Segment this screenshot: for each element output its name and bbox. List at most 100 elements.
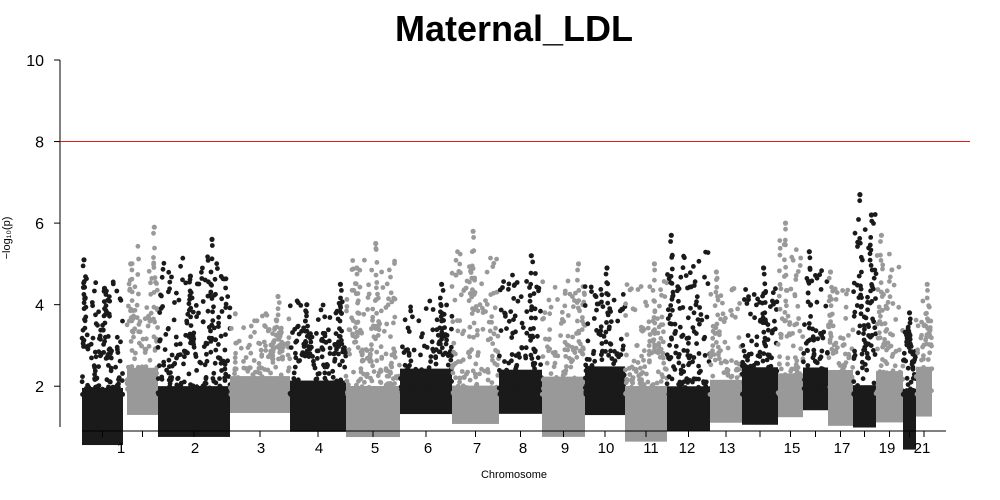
- data-point: [730, 286, 736, 292]
- data-point: [872, 212, 878, 217]
- data-point: [519, 320, 525, 326]
- data-point: [261, 339, 267, 345]
- data-point: [748, 311, 753, 317]
- peak-point: [880, 266, 885, 272]
- data-point: [562, 288, 568, 294]
- data-point: [527, 333, 533, 339]
- data-point: [296, 331, 302, 337]
- data-point: [565, 313, 571, 318]
- peak-point: [760, 300, 765, 306]
- data-point: [867, 257, 873, 263]
- data-point: [344, 304, 350, 309]
- data-point: [120, 318, 125, 324]
- data-point: [216, 324, 221, 329]
- data-point: [104, 390, 110, 396]
- data-point: [137, 319, 143, 324]
- data-point: [887, 251, 892, 257]
- data-point: [635, 287, 641, 292]
- data-point: [613, 373, 619, 379]
- data-point: [572, 387, 577, 393]
- data-point: [797, 371, 803, 377]
- data-point: [592, 358, 598, 364]
- data-point: [139, 364, 145, 370]
- data-point: [704, 314, 710, 320]
- data-point: [183, 280, 189, 286]
- data-point: [288, 392, 293, 397]
- data-point: [861, 331, 866, 336]
- data-point: [430, 327, 436, 333]
- data-point: [466, 350, 471, 356]
- data-point: [745, 374, 750, 380]
- data-point: [778, 335, 784, 340]
- data-point: [260, 392, 266, 397]
- data-point: [516, 374, 521, 379]
- peak-point: [128, 339, 134, 344]
- data-point: [785, 383, 791, 389]
- data-point: [241, 325, 247, 331]
- data-point: [210, 318, 216, 323]
- data-point: [433, 354, 438, 359]
- data-point: [812, 391, 817, 397]
- peak-point: [472, 277, 477, 283]
- data-point: [604, 390, 610, 396]
- peak-point: [373, 240, 379, 247]
- data-point: [342, 345, 347, 350]
- data-point: [665, 307, 671, 313]
- peak-point: [924, 310, 929, 316]
- data-point: [80, 374, 85, 379]
- data-point: [252, 386, 257, 391]
- data-point: [566, 391, 572, 397]
- data-point: [774, 299, 780, 305]
- data-point: [125, 303, 131, 309]
- data-point: [477, 371, 482, 377]
- data-point: [795, 269, 801, 274]
- data-point: [531, 346, 537, 352]
- data-point: [639, 386, 645, 392]
- x-tick-label: 9: [561, 440, 569, 457]
- data-point: [137, 329, 143, 335]
- data-point: [450, 319, 456, 325]
- data-point: [540, 377, 546, 383]
- data-point: [196, 281, 202, 287]
- data-point: [258, 347, 264, 353]
- peak-point: [437, 295, 443, 301]
- data-point: [785, 361, 790, 367]
- peak-point: [782, 220, 789, 226]
- data-point: [182, 391, 188, 396]
- data-point: [365, 307, 370, 312]
- data-point: [646, 319, 652, 325]
- data-point: [205, 308, 211, 314]
- data-point: [548, 304, 554, 310]
- peak-point: [761, 339, 767, 345]
- data-point: [585, 391, 590, 396]
- data-point: [548, 380, 554, 386]
- data-point: [760, 315, 766, 321]
- data-point: [617, 308, 623, 314]
- peak-point: [576, 328, 581, 334]
- peak-point: [669, 321, 674, 327]
- peak-point: [906, 328, 912, 334]
- data-point: [327, 345, 333, 351]
- data-point: [802, 377, 807, 383]
- data-point: [496, 385, 502, 391]
- data-point: [616, 389, 622, 395]
- data-point: [554, 387, 559, 392]
- data-point: [776, 293, 782, 299]
- data-point: [93, 280, 99, 286]
- peak-point: [806, 325, 812, 331]
- data-point: [198, 360, 204, 366]
- data-point: [623, 313, 628, 318]
- data-point: [497, 353, 502, 359]
- data-point: [281, 390, 286, 396]
- data-point: [435, 384, 441, 390]
- data-point: [813, 328, 819, 334]
- data-point: [388, 334, 393, 339]
- data-point: [188, 382, 193, 387]
- data-point: [771, 373, 777, 379]
- data-point: [861, 347, 866, 353]
- peak-point: [925, 326, 931, 331]
- data-point: [465, 369, 470, 375]
- data-point: [449, 284, 455, 289]
- data-point: [190, 309, 196, 315]
- data-point: [691, 283, 697, 288]
